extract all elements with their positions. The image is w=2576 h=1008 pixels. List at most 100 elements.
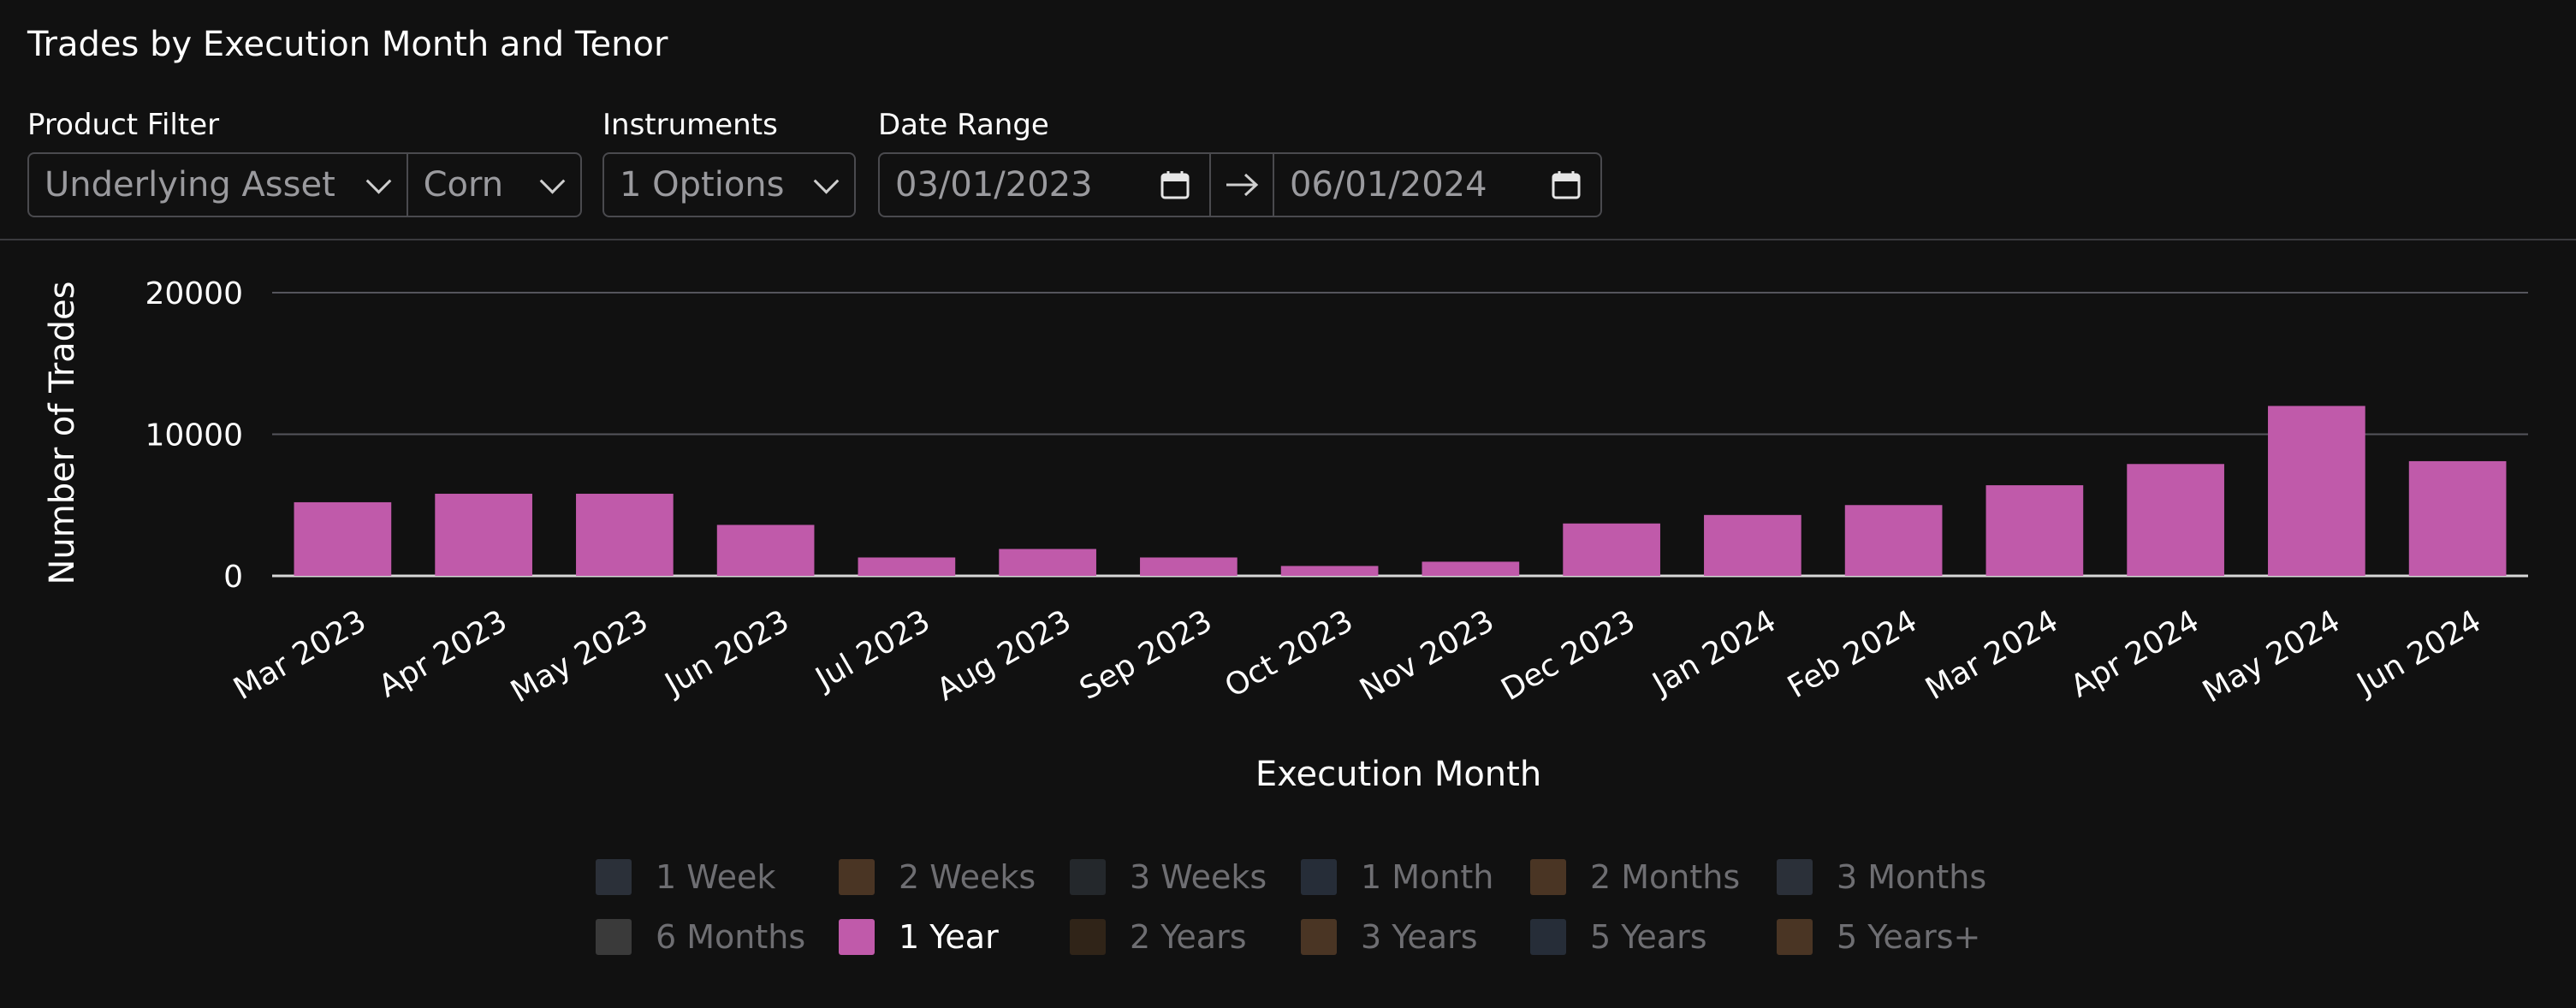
product-filter-label: Product Filter <box>27 108 220 142</box>
legend-label: 3 Years <box>1361 918 1478 956</box>
y-axis-label: Number of Trades <box>43 281 82 584</box>
legend: 1 Week 2 Weeks 3 Weeks 1 Month 2 Months 3 Mon… <box>596 858 1999 956</box>
date-from-value: 03/01/2023 <box>895 165 1093 205</box>
legend-label: 1 Month <box>1361 858 1494 896</box>
x-tick-label: Sep 2023 <box>1074 603 1219 707</box>
bar[interactable] <box>435 494 532 576</box>
bar[interactable] <box>576 494 674 576</box>
legend-swatch <box>1301 919 1337 955</box>
y-tick-label: 0 <box>223 560 243 595</box>
y-tick-label: 10000 <box>145 418 243 454</box>
x-tick-label: Oct 2023 <box>1219 603 1359 704</box>
product-filter-value: Corn <box>423 165 504 205</box>
date-to-input[interactable]: 06/01/2024 <box>1273 154 1600 216</box>
chart-title: Trades by Execution Month and Tenor <box>27 25 668 64</box>
y-tick-label: 20000 <box>145 276 243 311</box>
legend-item[interactable]: 2 Years <box>1070 918 1301 956</box>
legend-swatch <box>596 919 632 955</box>
product-filter-value-select[interactable]: Corn <box>406 154 580 216</box>
instruments-label: Instruments <box>602 108 778 142</box>
x-tick-label: Aug 2023 <box>931 603 1077 708</box>
bar[interactable] <box>1422 561 1520 576</box>
legend-swatch <box>596 859 632 895</box>
date-to-value: 06/01/2024 <box>1290 165 1487 205</box>
x-tick-label: Jun 2023 <box>658 603 795 703</box>
date-range-group: 03/01/2023 06/01/2024 <box>878 152 1602 217</box>
bar[interactable] <box>999 548 1096 576</box>
x-tick-label: Feb 2024 <box>1782 603 1923 705</box>
bar[interactable] <box>1563 523 1660 576</box>
bar[interactable] <box>2127 464 2224 576</box>
instruments-select[interactable]: 1 Options <box>602 152 856 217</box>
legend-label: 1 Year <box>899 918 999 956</box>
legend-item[interactable]: 1 Year <box>839 918 1070 956</box>
legend-label: 2 Months <box>1590 858 1741 896</box>
bar[interactable] <box>858 557 956 576</box>
instruments-select-inner: 1 Options <box>604 154 854 216</box>
bar[interactable] <box>1704 514 1801 576</box>
legend-item[interactable]: 3 Weeks <box>1070 858 1301 896</box>
product-filter-group: Underlying Asset Corn <box>27 152 582 217</box>
x-tick-label: Dec 2023 <box>1496 603 1641 708</box>
x-tick-label: Jul 2023 <box>809 603 936 697</box>
legend-label: 3 Months <box>1837 858 1987 896</box>
legend-swatch <box>1070 859 1106 895</box>
product-filter-field-select[interactable]: Underlying Asset <box>29 154 407 216</box>
date-range-separator <box>1209 154 1273 216</box>
legend-label: 6 Months <box>656 918 806 956</box>
bar[interactable] <box>294 501 392 576</box>
bar[interactable] <box>716 525 815 576</box>
legend-item[interactable]: 2 Weeks <box>839 858 1070 896</box>
legend-label: 2 Weeks <box>899 858 1036 896</box>
legend-item[interactable]: 3 Months <box>1777 858 1999 896</box>
bars <box>294 406 2507 576</box>
date-range-label: Date Range <box>878 108 1049 142</box>
legend-item[interactable]: 3 Years <box>1301 918 1530 956</box>
legend-swatch <box>839 859 875 895</box>
x-tick-label: Nov 2023 <box>1354 603 1500 708</box>
bar[interactable] <box>2268 406 2365 576</box>
legend-item[interactable]: 1 Month <box>1301 858 1530 896</box>
legend-swatch <box>1777 859 1813 895</box>
header-divider <box>0 239 2576 240</box>
calendar-icon[interactable] <box>1551 169 1582 200</box>
x-tick-label: Jun 2024 <box>2350 603 2487 703</box>
bar[interactable] <box>1140 557 1238 576</box>
bar[interactable] <box>2408 460 2507 576</box>
instruments-value: 1 Options <box>620 165 785 205</box>
legend-item[interactable]: 5 Years <box>1530 918 1777 956</box>
legend-label: 1 Week <box>656 858 776 896</box>
product-filter-field-value: Underlying Asset <box>45 165 335 205</box>
legend-item[interactable]: 5 Years+ <box>1777 918 1999 956</box>
legend-swatch <box>839 919 875 955</box>
legend-item[interactable]: 6 Months <box>596 918 839 956</box>
x-tick-label: May 2023 <box>505 603 654 709</box>
date-from-input[interactable]: 03/01/2023 <box>880 154 1209 216</box>
legend-label: 2 Years <box>1130 918 1247 956</box>
bar[interactable] <box>1844 505 1943 576</box>
x-tick-label: Jan 2024 <box>1646 603 1783 703</box>
arrow-right-icon <box>1226 173 1259 197</box>
legend-item[interactable]: 1 Week <box>596 858 839 896</box>
y-tick-labels: 0 10000 20000 <box>145 276 243 595</box>
legend-label: 5 Years+ <box>1837 918 1981 956</box>
bar[interactable] <box>1985 485 2084 576</box>
legend-swatch <box>1301 859 1337 895</box>
x-tick-label: Apr 2024 <box>2065 603 2205 704</box>
legend-swatch <box>1070 919 1106 955</box>
x-tick-label: Mar 2024 <box>1920 603 2064 707</box>
legend-swatch <box>1777 919 1813 955</box>
calendar-icon[interactable] <box>1160 169 1190 200</box>
x-axis-label: Execution Month <box>1255 755 1541 794</box>
legend-swatch <box>1530 919 1566 955</box>
x-tick-label: Apr 2023 <box>373 603 513 704</box>
legend-label: 5 Years <box>1590 918 1707 956</box>
legend-item[interactable]: 2 Months <box>1530 858 1777 896</box>
x-tick-label: Mar 2023 <box>228 603 372 707</box>
x-tick-label: May 2024 <box>2197 603 2346 709</box>
legend-label: 3 Weeks <box>1130 858 1267 896</box>
bar[interactable] <box>1280 566 1379 576</box>
legend-swatch <box>1530 859 1566 895</box>
